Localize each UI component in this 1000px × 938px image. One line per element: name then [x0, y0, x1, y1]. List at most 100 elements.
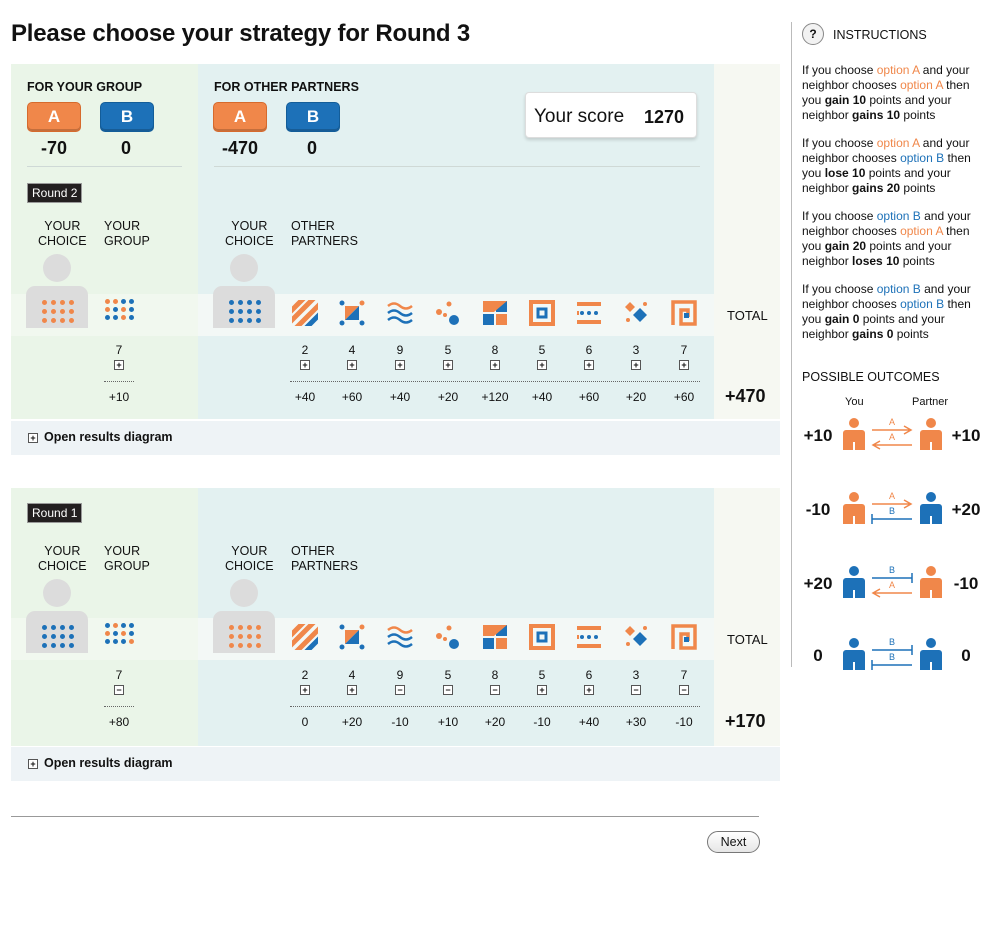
- you-figure-icon: [843, 492, 865, 524]
- group-header: FOR YOUR GROUP: [27, 80, 143, 94]
- checker-icon: [482, 300, 508, 326]
- partner-points: +30: [625, 715, 647, 729]
- next-button[interactable]: Next: [707, 831, 760, 853]
- partner-count: 9: [396, 668, 404, 682]
- outcome-you-choice: A: [888, 491, 895, 501]
- partner-figure-icon: [920, 638, 942, 670]
- partner-toggle-button[interactable]: +: [395, 360, 405, 370]
- partner-toggle-button[interactable]: −: [679, 685, 689, 695]
- partner-toggle-button[interactable]: −: [443, 685, 453, 695]
- partner-count: 9: [396, 343, 404, 357]
- concentric-square-icon: [529, 624, 555, 650]
- round-total: +470: [725, 386, 766, 406]
- partner-points: +10: [437, 715, 459, 729]
- partners-a-button[interactable]: A: [213, 102, 267, 132]
- partner-points: +60: [341, 390, 363, 404]
- partner-toggle-button[interactable]: +: [679, 360, 689, 370]
- partner-toggle-button[interactable]: +: [490, 360, 500, 370]
- arrow-left-icon: [871, 440, 912, 450]
- other-partners-header: OTHER PARTNERS: [291, 544, 358, 573]
- partner-toggle-button[interactable]: −: [490, 685, 500, 695]
- outcome-partner-choice: B: [888, 506, 895, 516]
- instruction-rule: If you choose option B and your neighbor…: [802, 209, 971, 268]
- outcome-partner-value: +10: [951, 426, 981, 445]
- outcome-partner-choice: A: [888, 432, 895, 442]
- outcomes-partner-label: Partner: [912, 396, 949, 408]
- outcome-you-choice: B: [888, 565, 895, 575]
- partner-count: 5: [538, 343, 546, 357]
- outcome-partner-choice: B: [888, 652, 895, 662]
- group-a-value: -70: [40, 138, 67, 158]
- score-value: 1270: [643, 107, 684, 127]
- partner-toggle-button[interactable]: +: [537, 360, 547, 370]
- outcome-partner-value: 0: [961, 646, 971, 665]
- score-box: Your score 1270: [525, 92, 697, 138]
- open-results-diagram[interactable]: + Open results diagram: [11, 421, 780, 455]
- partner-toggle-button[interactable]: +: [347, 360, 357, 370]
- partner-count: 5: [444, 668, 452, 682]
- total-label: TOTAL: [727, 308, 768, 323]
- partner-points: -10: [391, 715, 409, 729]
- partner-count: 6: [585, 668, 593, 682]
- partner-toggle-button[interactable]: +: [584, 360, 594, 370]
- your-choice-header: YOUR CHOICE: [225, 544, 274, 573]
- expand-icon[interactable]: +: [28, 433, 38, 443]
- partner-toggle-button[interactable]: +: [584, 685, 594, 695]
- group-b-button[interactable]: B: [100, 102, 154, 132]
- round-label: Round 2: [27, 183, 83, 203]
- outcome-you-value: +20: [803, 574, 833, 593]
- partner-points: +40: [578, 715, 600, 729]
- partner-figure-icon: [920, 418, 942, 450]
- instruction-rule: If you choose option A and your neighbor…: [802, 136, 971, 195]
- partner-count: 6: [585, 343, 593, 357]
- partner-count: 3: [632, 668, 640, 682]
- partner-points: +120: [481, 390, 509, 404]
- open-results-diagram[interactable]: + Open results diagram: [11, 747, 780, 781]
- scattered-dots-icon: [435, 300, 461, 326]
- group-toggle-button[interactable]: −: [114, 685, 124, 695]
- partner-points: +40: [531, 390, 553, 404]
- arrow-right-icon: [872, 573, 913, 583]
- your-choice-partners-figure: [213, 254, 275, 328]
- waves-icon: [387, 624, 413, 650]
- square-split-icon: [339, 624, 365, 650]
- partners-a-value: -470: [221, 138, 259, 158]
- partner-count: 4: [348, 668, 356, 682]
- partner-toggle-button[interactable]: +: [300, 685, 310, 695]
- group-a-button[interactable]: A: [27, 102, 81, 132]
- expand-icon[interactable]: +: [28, 759, 38, 769]
- partner-count: 8: [491, 343, 499, 357]
- partner-toggle-button[interactable]: −: [631, 685, 641, 695]
- instruction-rule: If you choose option A and your neighbor…: [802, 63, 970, 122]
- group-toggle-button[interactable]: +: [114, 360, 124, 370]
- round-total: +170: [725, 711, 766, 731]
- partners-header: FOR OTHER PARTNERS: [214, 80, 359, 94]
- concentric-square-icon: [529, 300, 555, 326]
- arrow-right-icon: [872, 499, 913, 509]
- partner-toggle-button[interactable]: +: [300, 360, 310, 370]
- partner-toggle-button[interactable]: +: [443, 360, 453, 370]
- partner-points: +60: [673, 390, 695, 404]
- your-choice-group-figure: [26, 579, 88, 653]
- page-title: Please choose your strategy for Round 3: [11, 20, 470, 47]
- partner-points: +20: [625, 390, 647, 404]
- partner-count: 2: [301, 668, 309, 682]
- group-b-value: 0: [120, 138, 131, 158]
- round-label: Round 1: [27, 503, 83, 523]
- partner-toggle-button[interactable]: −: [395, 685, 405, 695]
- group-dots-icon: [105, 299, 134, 320]
- help-icon[interactable]: ?: [802, 23, 824, 45]
- scattered-dots-icon: [435, 624, 461, 650]
- partner-toggle-button[interactable]: +: [537, 685, 547, 695]
- partner-points: +20: [341, 715, 363, 729]
- outcomes-you-label: You: [845, 396, 864, 408]
- partner-count: 3: [632, 343, 640, 357]
- outcome-you-value: -10: [805, 500, 831, 519]
- partner-count: 7: [680, 668, 688, 682]
- sidebar-divider: [791, 22, 792, 667]
- partner-toggle-button[interactable]: +: [347, 685, 357, 695]
- partner-toggle-button[interactable]: +: [631, 360, 641, 370]
- partners-b-button[interactable]: B: [286, 102, 340, 132]
- outcome-partner-value: +20: [951, 500, 981, 519]
- partner-points: -10: [675, 715, 693, 729]
